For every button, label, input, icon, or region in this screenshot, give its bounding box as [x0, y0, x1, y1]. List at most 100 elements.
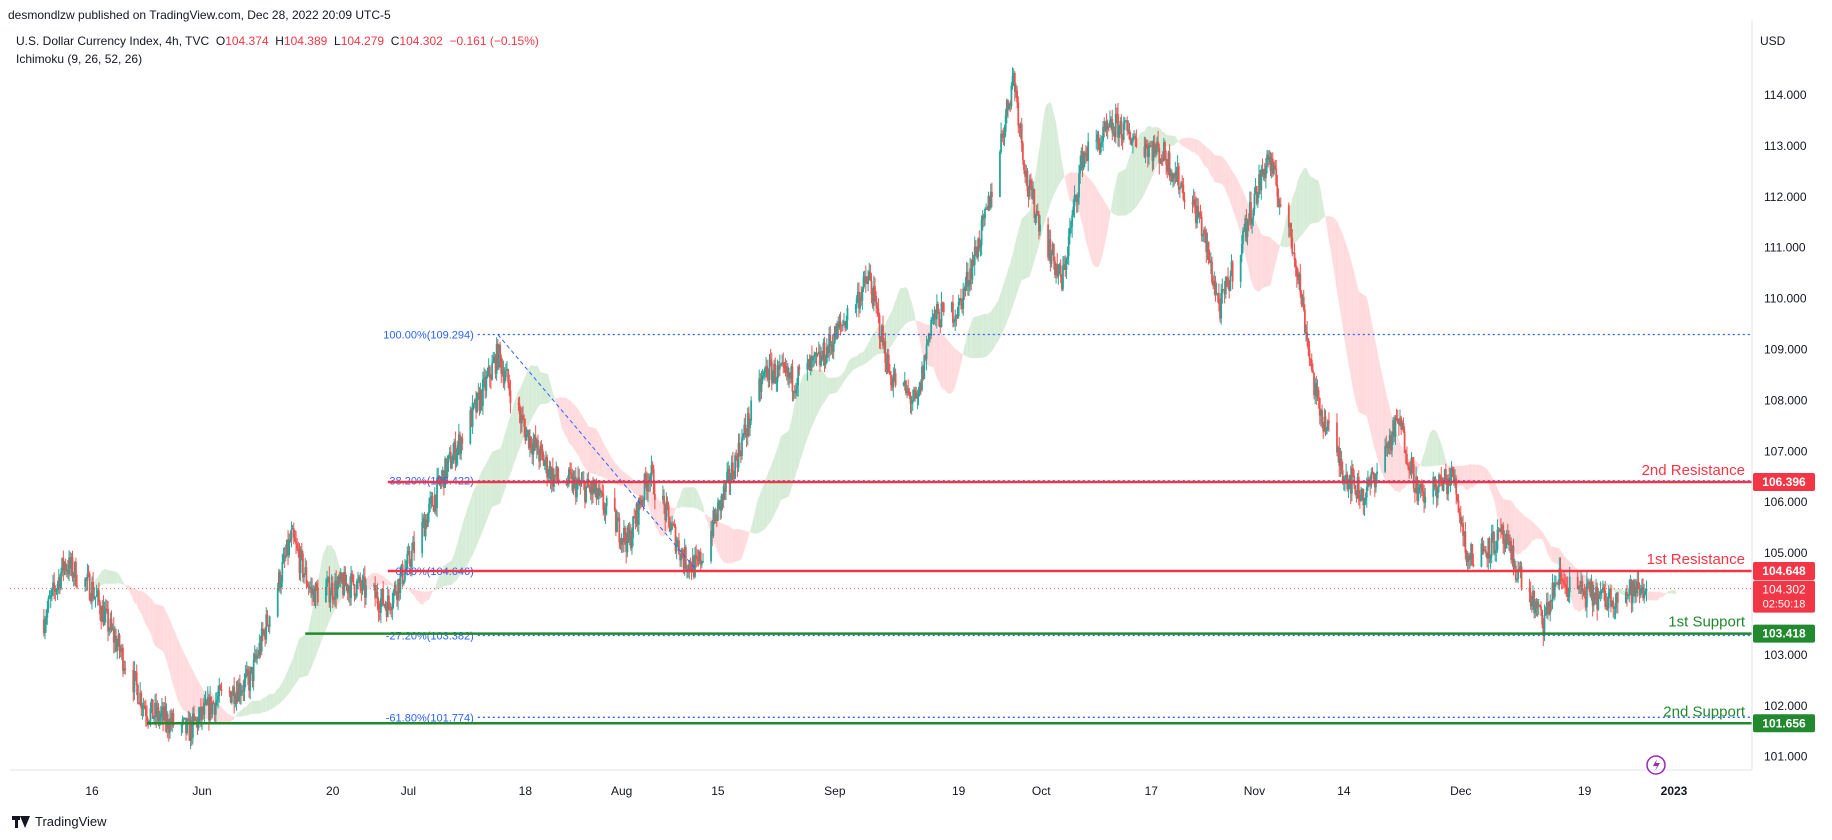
candle — [355, 578, 358, 599]
cloud-segment — [1511, 500, 1513, 549]
candle — [1034, 213, 1037, 226]
cloud-segment — [596, 428, 598, 476]
candle-body — [188, 718, 191, 741]
candle — [330, 574, 333, 596]
candle-body — [1616, 592, 1619, 603]
cloud-segment — [470, 496, 472, 560]
candle-body — [541, 449, 544, 455]
candle — [858, 282, 860, 318]
candle-body — [1157, 141, 1160, 149]
x-tick-label: Aug — [611, 784, 632, 798]
cloud-segment — [179, 642, 181, 706]
cloud-segment — [1210, 150, 1213, 177]
candle-body — [765, 365, 767, 369]
candle — [382, 581, 385, 607]
candle-body — [835, 326, 837, 340]
candle — [209, 686, 211, 724]
candle — [257, 649, 260, 659]
indicator-legend[interactable]: Ichimoku (9, 26, 52, 26) — [16, 52, 143, 66]
candle-body — [1641, 587, 1643, 590]
symbol-ohlc-legend[interactable]: U.S. Dollar Currency Index, 4h, TVC O104… — [16, 34, 539, 48]
candle-body — [1161, 160, 1164, 162]
candle — [1255, 185, 1258, 206]
cloud-segment — [1083, 172, 1085, 236]
cloud-segment — [261, 698, 263, 713]
candle-body — [119, 651, 122, 653]
candle — [1512, 538, 1515, 576]
cloud-segment — [870, 336, 872, 360]
candle-body — [1005, 100, 1008, 116]
candle-body — [111, 628, 114, 630]
candle — [1489, 554, 1492, 569]
candle — [92, 572, 95, 602]
candle-body — [626, 527, 629, 553]
candle-body — [576, 482, 578, 498]
candle — [1205, 228, 1208, 263]
level-name: 2nd Resistance — [1642, 462, 1745, 479]
candle-body — [643, 474, 646, 500]
cloud-segment — [387, 579, 389, 586]
candle — [1158, 143, 1161, 175]
candle-body — [1587, 582, 1589, 584]
candle — [64, 558, 67, 576]
candle — [365, 578, 367, 605]
cloud-segment — [169, 619, 172, 678]
cloud-segment — [251, 700, 260, 715]
candle — [156, 700, 159, 724]
candle — [453, 438, 456, 461]
cloud-segment — [385, 577, 387, 586]
cloud-segment — [243, 707, 245, 717]
cloud-segment — [1531, 521, 1533, 542]
candle — [811, 345, 813, 372]
candle — [153, 715, 155, 722]
candle-body — [517, 403, 520, 405]
candle — [739, 450, 742, 464]
candle-body — [539, 445, 542, 462]
candle — [766, 359, 769, 382]
candle-body — [1203, 229, 1205, 235]
candle-body — [279, 571, 281, 589]
candle-body — [938, 312, 941, 327]
candle-body — [349, 586, 351, 598]
candle — [1038, 210, 1040, 240]
candle — [1076, 192, 1079, 213]
candle — [970, 259, 973, 290]
cloud-segment — [1019, 222, 1021, 287]
candle — [342, 572, 344, 599]
candle — [923, 354, 926, 380]
candle-body — [1273, 165, 1275, 174]
candle-body — [566, 484, 569, 486]
candle — [1243, 223, 1246, 233]
candle — [673, 519, 676, 529]
candle-body — [437, 475, 440, 479]
candle — [1075, 193, 1078, 214]
events-bolt-icon[interactable] — [1646, 755, 1666, 775]
candle — [1167, 150, 1170, 176]
cloud-segment — [476, 483, 478, 548]
candle — [1501, 523, 1503, 535]
candle — [47, 595, 50, 613]
candle — [517, 397, 520, 411]
candle-body — [256, 655, 258, 659]
cloud-segment — [792, 409, 794, 486]
candle-body — [720, 495, 723, 511]
candle — [88, 571, 91, 602]
cloud-segment — [619, 467, 621, 487]
cloud-segment — [758, 496, 760, 533]
candle-body — [300, 549, 303, 554]
candle-body — [76, 585, 78, 587]
candle-body — [265, 614, 268, 640]
candle — [1110, 116, 1113, 131]
candle-body — [1615, 592, 1618, 604]
candle — [627, 523, 630, 544]
candle-body — [614, 509, 617, 533]
candle — [691, 548, 694, 573]
candle — [672, 521, 675, 527]
candle — [1560, 572, 1563, 590]
candle — [1544, 606, 1547, 616]
candle — [502, 360, 505, 389]
candle-body — [1177, 166, 1180, 190]
cloud-segment — [1054, 118, 1057, 193]
cloud-segment — [1467, 464, 1469, 490]
